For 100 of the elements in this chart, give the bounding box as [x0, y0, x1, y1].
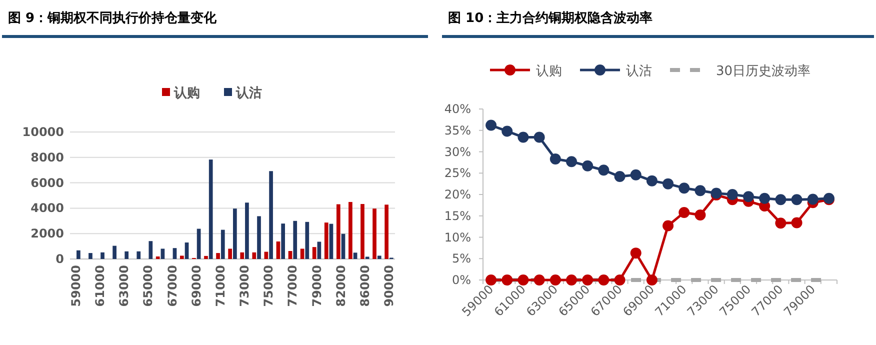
bar [281, 224, 285, 259]
x-tick-label: 65000 [141, 265, 156, 307]
bar [148, 241, 153, 259]
y-tick-label: 4000 [30, 201, 64, 216]
point [550, 274, 561, 286]
point [646, 175, 658, 186]
point [807, 194, 818, 205]
chart-title: 图 9：铜期权不同执行价持仓量变化 [8, 10, 218, 26]
point [614, 274, 626, 286]
bar [124, 251, 129, 259]
point [582, 160, 594, 172]
bar [257, 216, 261, 259]
bar [348, 202, 352, 259]
point [534, 274, 545, 286]
point [614, 171, 626, 182]
point [630, 248, 642, 259]
bar [208, 160, 213, 259]
bar [300, 248, 304, 259]
y-tick-label: 0% [452, 273, 471, 287]
bar [329, 224, 334, 259]
bar [341, 234, 346, 259]
bar [233, 208, 237, 259]
bar [293, 220, 298, 259]
point [791, 217, 802, 228]
bar [372, 208, 376, 259]
point [726, 189, 738, 200]
bar [276, 241, 280, 259]
point [534, 132, 545, 143]
bar [305, 222, 310, 259]
bar [216, 253, 220, 259]
y-tick-label: 25% [444, 166, 471, 180]
point [598, 164, 610, 176]
point [582, 274, 594, 286]
bar [180, 256, 184, 259]
y-tick-label: 15% [444, 208, 471, 223]
point [678, 182, 690, 194]
y-tick-label: 40% [444, 102, 471, 116]
point [566, 156, 577, 168]
y-tick-label: 2000 [30, 226, 64, 241]
point [743, 191, 754, 202]
x-tick-label: 71000 [213, 265, 228, 307]
x-tick-label: 90000 [382, 265, 396, 307]
point [598, 274, 610, 286]
bar [377, 256, 382, 259]
bar [196, 228, 201, 259]
y-tick-label: 10000 [22, 125, 64, 139]
y-tick-label: 5% [452, 252, 471, 266]
bar [228, 248, 232, 259]
bar [76, 250, 80, 259]
bar [245, 202, 249, 259]
bar [269, 171, 273, 259]
y-tick-label: 20% [444, 188, 471, 202]
point [630, 169, 642, 180]
bar [384, 204, 388, 259]
bar [136, 251, 141, 259]
bar [353, 252, 358, 259]
point [775, 194, 786, 206]
bar [288, 251, 292, 259]
x-tick-label: 63000 [117, 265, 132, 307]
x-tick-label: 61000 [93, 265, 108, 307]
bar [100, 252, 104, 259]
point [550, 154, 561, 165]
bar [184, 242, 189, 259]
bar [112, 246, 116, 259]
bar [204, 256, 208, 259]
bar [360, 204, 364, 259]
y-tick-label: 10% [444, 230, 471, 244]
point [502, 274, 513, 286]
bar [240, 252, 244, 259]
point [694, 210, 706, 221]
x-tick-label: 73000 [238, 265, 252, 307]
x-tick-label: 77000 [286, 265, 300, 307]
y-tick-label: 6000 [30, 176, 64, 190]
point [518, 132, 529, 143]
legend-label: 认沽 [235, 86, 262, 101]
point [791, 194, 802, 206]
x-tick-label: 59000 [69, 265, 84, 307]
point [518, 274, 529, 286]
bar [172, 248, 177, 259]
x-tick-label: 67000 [165, 265, 180, 307]
point [662, 220, 674, 232]
legend-label: 认购 [173, 86, 200, 101]
bar [324, 222, 328, 259]
y-tick-label: 30% [444, 144, 471, 159]
point [566, 274, 577, 286]
bar [88, 253, 92, 259]
point [646, 274, 658, 286]
x-tick-label: 86000 [358, 265, 372, 307]
legend-label: 30日历史波动率 [716, 63, 811, 79]
point [486, 120, 497, 131]
bar [220, 230, 225, 259]
point [662, 178, 674, 190]
bar [160, 248, 165, 259]
bar [317, 242, 322, 259]
y-tick-label: 0 [56, 252, 64, 266]
legend-label: 认沽 [626, 64, 652, 79]
point [694, 185, 706, 196]
legend-label: 认购 [536, 64, 562, 79]
point [759, 192, 770, 204]
chart-title: 图 10：主力合约铜期权隐含波动率 [448, 10, 653, 26]
